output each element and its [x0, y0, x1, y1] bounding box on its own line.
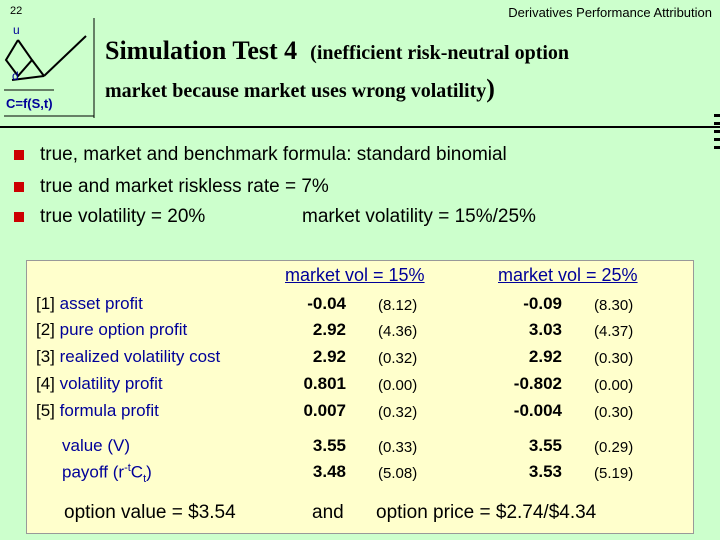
- slide-title-sub-close: ): [486, 74, 495, 103]
- row-se-vol15: (0.00): [378, 377, 418, 394]
- row-value-vol25: 3.03: [528, 320, 562, 339]
- row-se-vol25: (4.37): [594, 323, 634, 340]
- payoff-row-se-vol15: (5.08): [378, 465, 418, 482]
- value-row-se-vol25: (0.29): [594, 439, 634, 456]
- bullet-square-icon: [14, 150, 24, 160]
- results-table: market vol = 15% market vol = 25% [1] as…: [26, 256, 694, 534]
- row-index: [1]: [36, 294, 55, 313]
- results-table-background: [26, 260, 694, 534]
- slide-title-main: Simulation Test 4: [105, 36, 298, 65]
- row-index: [3]: [36, 347, 55, 366]
- slide-title-sub-open: (inefficient risk-neutral option: [310, 42, 570, 64]
- row-se-vol15: (0.32): [378, 404, 418, 421]
- row-value-vol15: 2.92: [312, 320, 346, 339]
- value-row-vol15: 3.55: [312, 436, 346, 455]
- row-value-vol15: 0.801: [303, 374, 346, 393]
- row-se-vol25: (0.30): [594, 350, 634, 367]
- payoff-row-vol15: 3.48: [312, 462, 346, 481]
- table-row-label: [5] formula profit: [36, 401, 159, 421]
- payoff-row-vol25: 3.53: [528, 462, 562, 481]
- row-se-vol15: (4.36): [378, 323, 418, 340]
- row-value-vol25: -0.004: [513, 401, 562, 420]
- row-label-text: asset profit: [59, 294, 143, 313]
- row-label-text: volatility profit: [59, 374, 163, 393]
- binomial-tree-icon: u d C=f(S,t): [4, 18, 95, 118]
- row-se-vol15: (0.32): [378, 350, 418, 367]
- table-row-label: [3] realized volatility cost: [36, 347, 220, 367]
- bullet-item: true, market and benchmark formula: stan…: [14, 144, 507, 166]
- value-row-label: value (V): [62, 436, 131, 455]
- row-index: [4]: [36, 374, 55, 393]
- bullet-item: true volatility = 20% market volatility …: [14, 206, 536, 228]
- bullet-text: true and market riskless rate = 7%: [40, 176, 329, 197]
- value-row-vol25: 3.55: [528, 436, 562, 455]
- row-label-text: realized volatility cost: [59, 347, 221, 366]
- payoff-row-se-vol25: (5.19): [594, 465, 634, 482]
- row-value-vol25: -0.09: [523, 294, 562, 313]
- table-row-label: [4] volatility profit: [36, 374, 163, 394]
- row-se-vol25: (0.00): [594, 377, 634, 394]
- bullet-text-right: market volatility = 15%/25%: [302, 206, 536, 227]
- row-value-vol15: 0.007: [303, 401, 346, 420]
- title-divider: [0, 126, 720, 128]
- logo-d-label: d: [12, 69, 19, 83]
- slide-number: 22: [10, 5, 23, 17]
- row-value-vol25: 2.92: [528, 347, 562, 366]
- logo-u-label: u: [13, 23, 20, 37]
- row-index: [2]: [36, 320, 55, 339]
- bullet-text-left: true volatility = 20%: [40, 206, 206, 227]
- footer-option-value: option value = $3.54: [64, 502, 236, 523]
- row-value-vol15: -0.04: [307, 294, 346, 313]
- slide-title-line2: market because market uses wrong volatil…: [105, 74, 495, 104]
- row-label-text: pure option profit: [59, 320, 188, 339]
- slide-title-line1: Simulation Test 4 (inefficient risk-neut…: [105, 36, 569, 66]
- col-head-vol15: market vol = 15%: [285, 265, 425, 285]
- header-course-title: Derivatives Performance Attribution: [508, 5, 712, 20]
- row-index: [5]: [36, 401, 55, 420]
- bullet-square-icon: [14, 182, 24, 192]
- scroll-marks-icon: [714, 114, 720, 149]
- binomial-tree-logo: u d C=f(S,t): [4, 18, 100, 118]
- row-se-vol25: (8.30): [594, 297, 634, 314]
- bullet-item: true and market riskless rate = 7%: [14, 176, 329, 198]
- payoff-row-label: payoff (r-tCt): [62, 462, 152, 486]
- slide-title-line2-text: market because market uses wrong volatil…: [105, 80, 487, 102]
- row-value-vol15: 2.92: [312, 347, 346, 366]
- logo-formula: C=f(S,t): [6, 96, 53, 111]
- row-value-vol25: -0.802: [513, 374, 562, 393]
- footer-option-price: option price = $2.74/$4.34: [376, 502, 597, 523]
- row-se-vol25: (0.30): [594, 404, 634, 421]
- value-row-se-vol15: (0.33): [378, 439, 418, 456]
- bullet-square-icon: [14, 212, 24, 222]
- row-se-vol15: (8.12): [378, 297, 418, 314]
- bullet-text: true, market and benchmark formula: stan…: [40, 144, 507, 165]
- table-row-label: [1] asset profit: [36, 294, 143, 314]
- row-label-text: formula profit: [59, 401, 159, 420]
- table-row-label: [2] pure option profit: [36, 320, 187, 340]
- col-head-vol25: market vol = 25%: [498, 265, 638, 285]
- footer-and: and: [312, 502, 344, 523]
